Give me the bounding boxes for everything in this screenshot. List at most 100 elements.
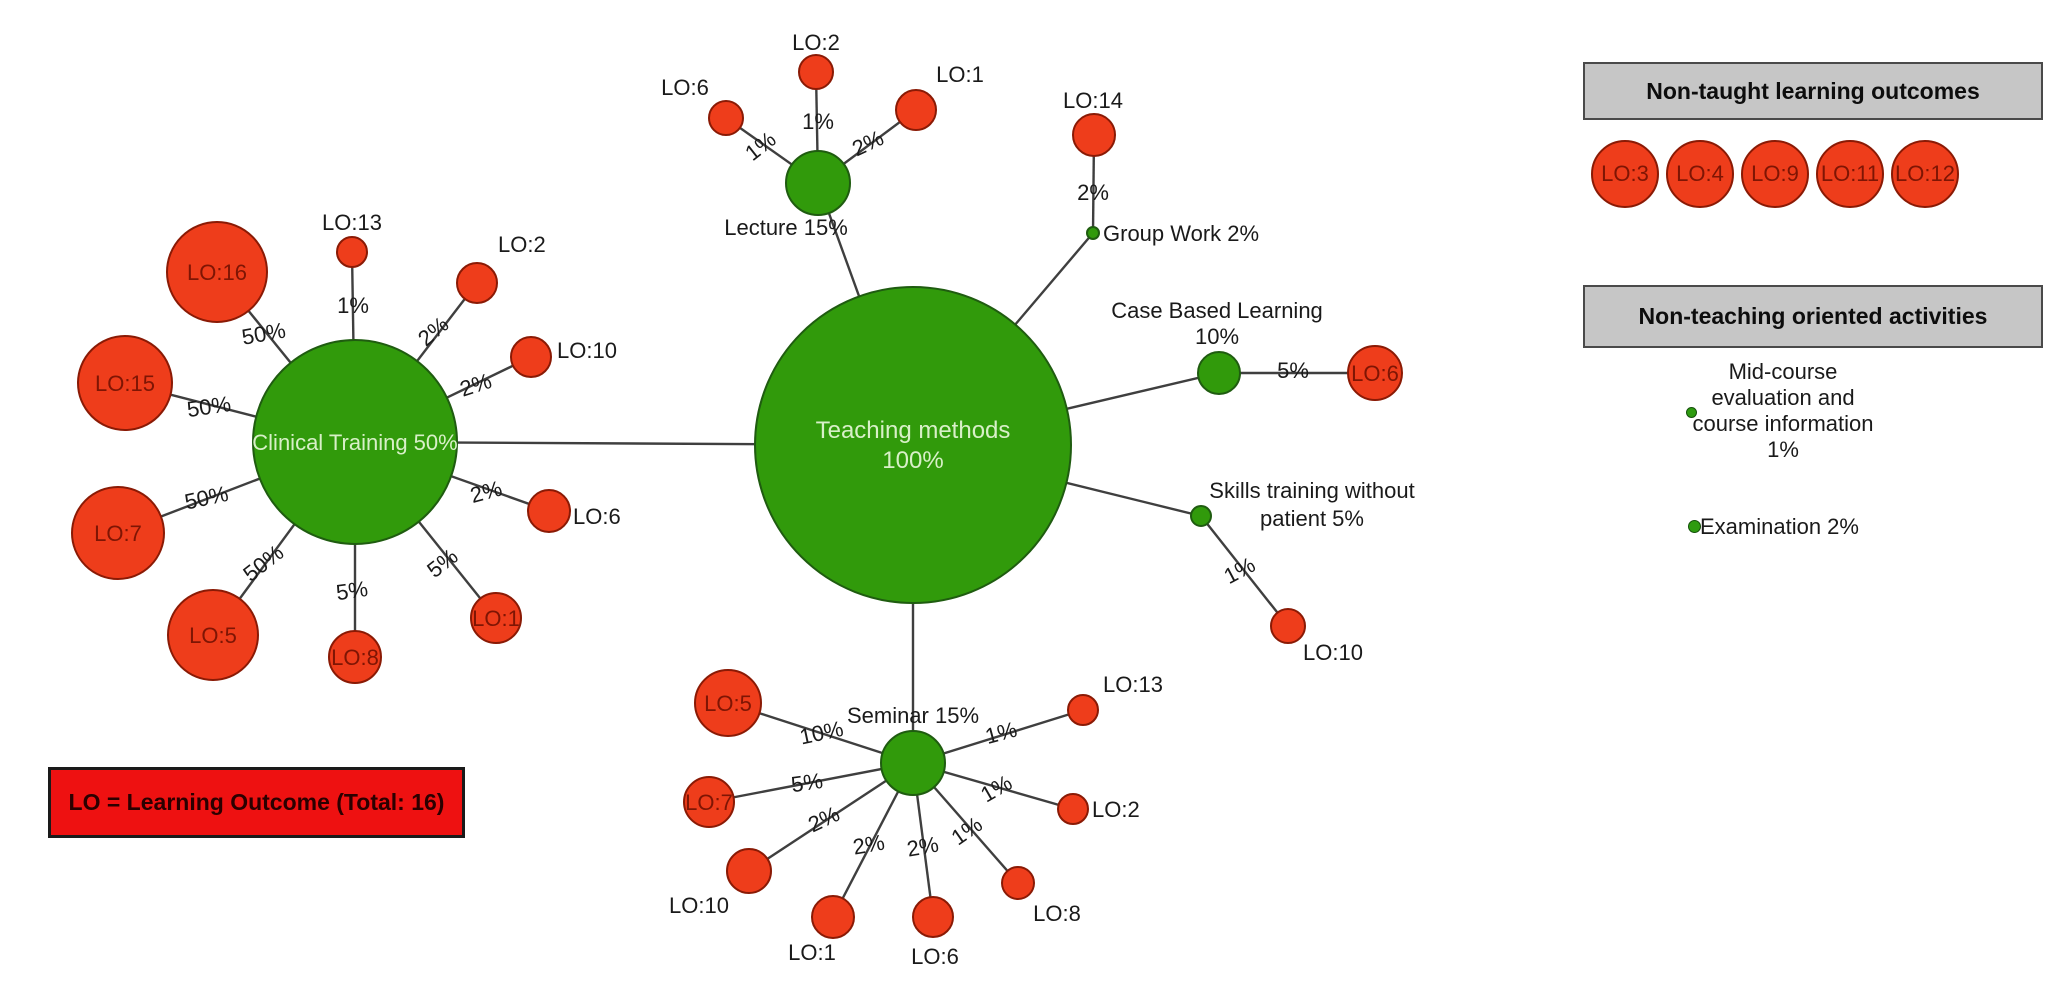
node-label-m2: LO:2 — [1092, 797, 1140, 822]
node-label-b6: LO:6 — [1351, 361, 1399, 386]
mid-course-line: evaluation and — [1711, 385, 1855, 410]
examination-label: Examination 2% — [1700, 514, 1859, 539]
node-seminar — [880, 730, 946, 796]
node-label-l1: LO:1 — [936, 62, 984, 87]
node-c6 — [527, 489, 571, 533]
edge-label-clinical-c6: 2% — [467, 476, 504, 508]
node-c10 — [510, 336, 552, 378]
node-g14 — [1072, 113, 1116, 157]
node-label-c8: LO:8 — [331, 645, 379, 670]
node-label-m7: LO:7 — [685, 790, 733, 815]
node-label-c5: LO:5 — [189, 623, 237, 648]
mid-course-line: 1% — [1767, 437, 1799, 462]
node-label-skills: Skills training without — [1209, 478, 1414, 503]
edge-skills-s10 — [1200, 515, 1289, 627]
node-c15 — [77, 335, 173, 431]
node-label-c16: LO:16 — [187, 260, 247, 285]
node-label-c1: LO:1 — [472, 606, 520, 631]
node-lecture — [785, 150, 851, 216]
node-label-c10: LO:10 — [557, 338, 617, 363]
examination-dot-icon — [1688, 520, 1701, 533]
node-label-cbl: 10% — [1195, 324, 1239, 349]
node-label-teaching: 100% — [882, 447, 943, 474]
node-c1 — [470, 592, 522, 644]
node-c5 — [167, 589, 259, 681]
node-m10 — [726, 848, 772, 894]
node-m7 — [683, 776, 735, 828]
node-label-l6: LO:6 — [661, 75, 709, 100]
node-c7 — [71, 486, 165, 580]
edge-label-clinical-c8: 5% — [334, 576, 369, 605]
node-label-lecture: Lecture 15% — [724, 215, 848, 240]
mid-course-line: Mid-course — [1728, 359, 1838, 384]
edge-label-clinical-c13: 1% — [337, 293, 369, 318]
edge-label-clinical-c16: 50% — [240, 317, 288, 349]
node-groupwork — [1086, 226, 1100, 240]
node-m1 — [811, 895, 855, 939]
edge-label-seminar-m2: 1% — [976, 770, 1016, 808]
edge-label-groupwork-g14: 2% — [1077, 180, 1109, 205]
node-label-m5: LO:5 — [704, 691, 752, 716]
node-label-c7: LO:7 — [94, 521, 142, 546]
node-label-m10: LO:10 — [669, 893, 729, 918]
node-l6 — [708, 100, 744, 136]
node-m6 — [912, 896, 954, 938]
node-label-c15: LO:15 — [95, 371, 155, 396]
node-m13 — [1067, 694, 1099, 726]
node-m2 — [1057, 793, 1089, 825]
node-skills — [1190, 505, 1212, 527]
node-label-l2: LO:2 — [792, 30, 840, 55]
legend-lo-circle: LO:4 — [1666, 140, 1734, 208]
activities-header: Non-teaching oriented activities — [1583, 285, 2043, 348]
node-l2 — [798, 54, 834, 90]
node-label-teaching: Teaching methods — [816, 417, 1011, 444]
node-c16 — [166, 221, 268, 323]
mid-course-evaluation-label: Mid-course evaluation and course informa… — [1583, 359, 1983, 463]
mid-course-dot-icon — [1686, 407, 1697, 418]
node-cbl — [1197, 351, 1241, 395]
node-l1 — [895, 89, 937, 131]
edge-label-clinical-c1: 5% — [422, 543, 462, 582]
node-label-m13: LO:13 — [1103, 672, 1163, 697]
node-label-m8: LO:8 — [1033, 901, 1081, 926]
node-label-s10: LO:10 — [1303, 640, 1363, 665]
node-c8 — [328, 630, 382, 684]
legend-lo-circle: LO:11 — [1816, 140, 1884, 208]
node-label-c6: LO:6 — [573, 504, 621, 529]
legend-lo-circle: LO:9 — [1741, 140, 1809, 208]
mid-course-line: course information — [1692, 411, 1874, 436]
edge-label-seminar-m1: 2% — [851, 830, 887, 860]
node-teaching — [754, 286, 1072, 604]
edge-label-seminar-m5: 10% — [797, 716, 845, 750]
edge-label-clinical-c5: 50% — [238, 540, 288, 587]
edge-label-clinical-c10: 2% — [457, 368, 495, 402]
edge-label-cbl-b6: 5% — [1277, 358, 1309, 383]
node-m8 — [1001, 866, 1035, 900]
node-c13 — [336, 236, 368, 268]
node-label-c2: LO:2 — [498, 232, 546, 257]
node-label-m1: LO:1 — [788, 940, 836, 965]
non-taught-lo-row: LO:3 LO:4 LO:9 LO:11 LO:12 — [1591, 140, 2043, 208]
node-label-skills: patient 5% — [1260, 506, 1364, 531]
edge-label-clinical-c15: 50% — [185, 391, 232, 422]
non-taught-panel: Non-taught learning outcomes LO:3 LO:4 L… — [1583, 62, 2043, 208]
edge-label-seminar-m6: 2% — [905, 832, 941, 862]
node-b6 — [1347, 345, 1403, 401]
edge-seminar-m7 — [708, 761, 914, 804]
node-label-m6: LO:6 — [911, 944, 959, 969]
edge-label-seminar-m7: 5% — [789, 768, 824, 797]
node-label-seminar: Seminar 15% — [847, 703, 979, 728]
edge-label-clinical-c7: 50% — [182, 481, 230, 515]
node-label-clinical: Clinical Training 50% — [252, 430, 457, 455]
legend-lo-circle: LO:12 — [1891, 140, 1959, 208]
node-label-g14: LO:14 — [1063, 88, 1123, 113]
node-m5 — [694, 669, 762, 737]
edge-label-lecture-l2: 1% — [802, 109, 834, 134]
node-label-cbl: Case Based Learning — [1111, 298, 1323, 323]
node-s10 — [1270, 608, 1306, 644]
lo-key-box: LO = Learning Outcome (Total: 16) — [48, 767, 465, 838]
node-c2 — [456, 262, 498, 304]
edge-label-clinical-c2: 2% — [413, 311, 453, 351]
